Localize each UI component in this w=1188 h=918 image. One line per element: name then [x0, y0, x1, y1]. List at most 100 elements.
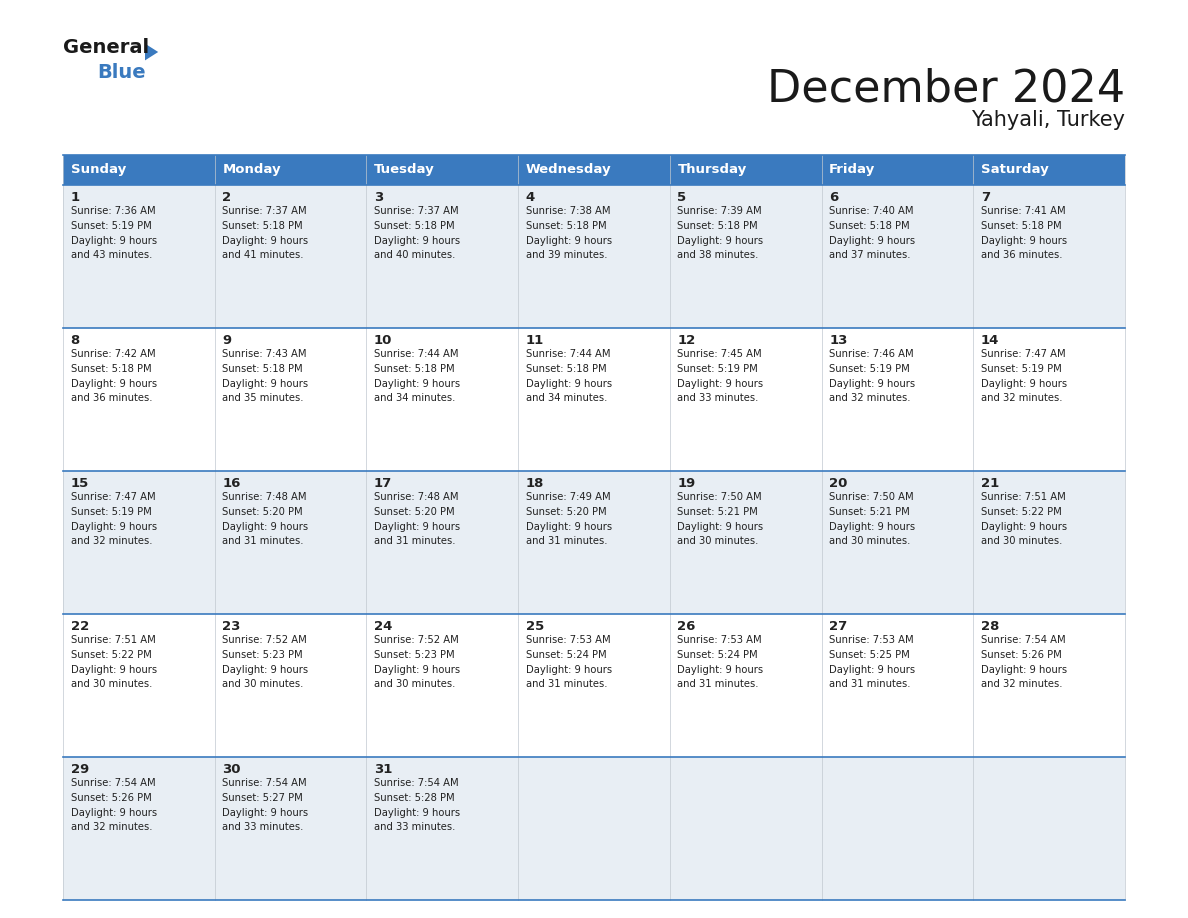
Text: Sunrise: 7:53 AM: Sunrise: 7:53 AM [829, 635, 914, 644]
Text: Sunrise: 7:53 AM: Sunrise: 7:53 AM [526, 635, 611, 644]
Bar [973, 185, 1125, 328]
Bar [518, 757, 670, 900]
Text: Sunrise: 7:44 AM: Sunrise: 7:44 AM [374, 349, 459, 359]
Bar [366, 471, 518, 614]
Text: Daylight: 9 hours: Daylight: 9 hours [70, 665, 157, 675]
Bar [822, 614, 973, 757]
Text: Daylight: 9 hours: Daylight: 9 hours [677, 665, 764, 675]
Text: Sunset: 5:21 PM: Sunset: 5:21 PM [829, 507, 910, 517]
Text: and 30 minutes.: and 30 minutes. [677, 536, 759, 546]
Text: Sunset: 5:23 PM: Sunset: 5:23 PM [374, 650, 455, 660]
Bar [670, 328, 822, 471]
Text: 24: 24 [374, 620, 392, 633]
Bar [518, 471, 670, 614]
Text: Sunset: 5:19 PM: Sunset: 5:19 PM [70, 507, 151, 517]
Bar [822, 185, 973, 328]
Text: Sunset: 5:18 PM: Sunset: 5:18 PM [981, 220, 1062, 230]
Text: 26: 26 [677, 620, 696, 633]
Text: Wednesday: Wednesday [526, 163, 612, 176]
Text: 18: 18 [526, 477, 544, 490]
Text: Sunset: 5:25 PM: Sunset: 5:25 PM [829, 650, 910, 660]
Text: 5: 5 [677, 191, 687, 204]
Text: Sunrise: 7:37 AM: Sunrise: 7:37 AM [374, 206, 459, 216]
Bar [366, 328, 518, 471]
Text: Daylight: 9 hours: Daylight: 9 hours [70, 236, 157, 245]
Text: Sunrise: 7:50 AM: Sunrise: 7:50 AM [677, 492, 762, 502]
Text: and 32 minutes.: and 32 minutes. [70, 536, 152, 546]
Text: 25: 25 [526, 620, 544, 633]
Text: and 32 minutes.: and 32 minutes. [981, 679, 1062, 689]
Text: Daylight: 9 hours: Daylight: 9 hours [70, 521, 157, 532]
Text: and 30 minutes.: and 30 minutes. [70, 679, 152, 689]
Bar [366, 155, 518, 185]
Text: Daylight: 9 hours: Daylight: 9 hours [981, 665, 1067, 675]
Text: and 38 minutes.: and 38 minutes. [677, 251, 759, 261]
Text: 23: 23 [222, 620, 241, 633]
Text: and 32 minutes.: and 32 minutes. [981, 394, 1062, 403]
Bar [973, 757, 1125, 900]
Text: Sunset: 5:19 PM: Sunset: 5:19 PM [829, 364, 910, 374]
Bar [822, 757, 973, 900]
Text: and 30 minutes.: and 30 minutes. [374, 679, 455, 689]
Text: Sunset: 5:28 PM: Sunset: 5:28 PM [374, 793, 455, 802]
Bar [63, 614, 215, 757]
Text: Sunrise: 7:47 AM: Sunrise: 7:47 AM [981, 349, 1066, 359]
Text: Sunrise: 7:52 AM: Sunrise: 7:52 AM [374, 635, 459, 644]
Text: Sunset: 5:18 PM: Sunset: 5:18 PM [526, 220, 606, 230]
Text: 9: 9 [222, 334, 232, 347]
Text: 19: 19 [677, 477, 696, 490]
Text: Sunset: 5:22 PM: Sunset: 5:22 PM [70, 650, 151, 660]
Text: Daylight: 9 hours: Daylight: 9 hours [374, 808, 460, 818]
Text: and 41 minutes.: and 41 minutes. [222, 251, 304, 261]
Bar [670, 471, 822, 614]
Text: Sunrise: 7:52 AM: Sunrise: 7:52 AM [222, 635, 307, 644]
Text: Daylight: 9 hours: Daylight: 9 hours [829, 521, 915, 532]
Text: Sunday: Sunday [70, 163, 126, 176]
Text: Daylight: 9 hours: Daylight: 9 hours [677, 521, 764, 532]
Text: Sunset: 5:24 PM: Sunset: 5:24 PM [526, 650, 606, 660]
Text: Sunset: 5:20 PM: Sunset: 5:20 PM [222, 507, 303, 517]
Bar [670, 614, 822, 757]
Text: Sunset: 5:19 PM: Sunset: 5:19 PM [677, 364, 758, 374]
Text: and 34 minutes.: and 34 minutes. [526, 394, 607, 403]
Bar [973, 155, 1125, 185]
Text: Sunrise: 7:45 AM: Sunrise: 7:45 AM [677, 349, 762, 359]
Text: 3: 3 [374, 191, 384, 204]
Text: and 31 minutes.: and 31 minutes. [526, 679, 607, 689]
Text: 6: 6 [829, 191, 839, 204]
Text: and 35 minutes.: and 35 minutes. [222, 394, 304, 403]
Text: Sunrise: 7:48 AM: Sunrise: 7:48 AM [374, 492, 459, 502]
Text: and 37 minutes.: and 37 minutes. [829, 251, 911, 261]
Bar [215, 155, 366, 185]
Bar [518, 155, 670, 185]
Bar [366, 757, 518, 900]
Text: and 32 minutes.: and 32 minutes. [70, 823, 152, 833]
Text: 16: 16 [222, 477, 241, 490]
Bar [63, 471, 215, 614]
Text: 7: 7 [981, 191, 990, 204]
Text: Sunset: 5:18 PM: Sunset: 5:18 PM [829, 220, 910, 230]
Text: Daylight: 9 hours: Daylight: 9 hours [526, 665, 612, 675]
Text: Daylight: 9 hours: Daylight: 9 hours [981, 236, 1067, 245]
Text: Sunset: 5:24 PM: Sunset: 5:24 PM [677, 650, 758, 660]
Text: and 30 minutes.: and 30 minutes. [981, 536, 1062, 546]
Bar [366, 614, 518, 757]
Text: 4: 4 [526, 191, 535, 204]
Text: Sunset: 5:20 PM: Sunset: 5:20 PM [526, 507, 606, 517]
Text: Sunrise: 7:36 AM: Sunrise: 7:36 AM [70, 206, 156, 216]
Text: Sunrise: 7:48 AM: Sunrise: 7:48 AM [222, 492, 307, 502]
Bar [63, 757, 215, 900]
Text: Sunset: 5:20 PM: Sunset: 5:20 PM [374, 507, 455, 517]
Text: 15: 15 [70, 477, 89, 490]
Text: and 31 minutes.: and 31 minutes. [829, 679, 911, 689]
Bar [63, 155, 215, 185]
Text: and 31 minutes.: and 31 minutes. [677, 679, 759, 689]
Text: 12: 12 [677, 334, 696, 347]
Text: Daylight: 9 hours: Daylight: 9 hours [526, 236, 612, 245]
Text: Sunrise: 7:51 AM: Sunrise: 7:51 AM [70, 635, 156, 644]
Text: General: General [63, 38, 150, 57]
Bar [822, 471, 973, 614]
Text: and 32 minutes.: and 32 minutes. [829, 394, 911, 403]
Text: Daylight: 9 hours: Daylight: 9 hours [70, 808, 157, 818]
Text: Daylight: 9 hours: Daylight: 9 hours [829, 665, 915, 675]
